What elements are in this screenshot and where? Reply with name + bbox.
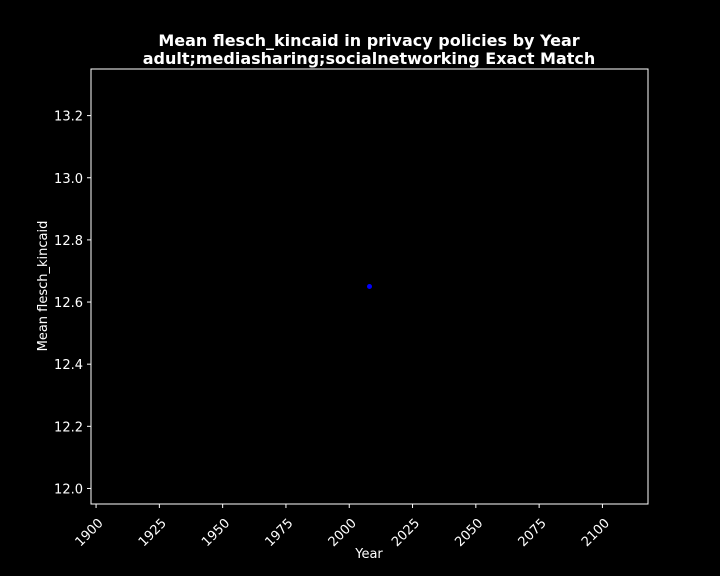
data-point (367, 284, 372, 289)
y-tick-label: 13.2 (54, 110, 83, 125)
y-tick-label: 12.0 (54, 482, 83, 497)
chart-subtitle: adult;mediasharing;socialnetworking Exac… (143, 49, 596, 68)
plot-area (90, 68, 649, 505)
y-tick-label: 12.6 (54, 296, 83, 311)
y-axis-label: Mean flesch_kincaid (36, 221, 51, 352)
x-tick-label: 1950 (199, 516, 233, 550)
y-tick-label: 12.8 (54, 234, 83, 249)
x-tick-label: 2075 (516, 516, 550, 550)
y-axis: 12.0 12.2 12.4 12.6 12.8 13.0 13.2 (54, 110, 91, 497)
x-tick-label: 1900 (73, 516, 107, 550)
x-tick-label: 2050 (452, 516, 486, 550)
x-tick-label: 2100 (579, 516, 613, 550)
x-tick-label: 2000 (326, 516, 360, 550)
y-tick-label: 13.0 (54, 172, 83, 187)
x-axis-label: Year (354, 547, 383, 562)
x-axis: 1900 1925 1950 1975 2000 2025 2050 2075 2100 (73, 504, 613, 550)
x-tick-label: 1975 (262, 516, 296, 550)
chart-title: Mean flesch_kincaid in privacy policies … (158, 31, 579, 50)
data-points (367, 284, 372, 289)
x-tick-label: 2025 (389, 516, 423, 550)
y-tick-label: 12.2 (54, 420, 83, 435)
y-tick-label: 12.4 (54, 358, 83, 373)
x-tick-label: 1925 (136, 516, 170, 550)
